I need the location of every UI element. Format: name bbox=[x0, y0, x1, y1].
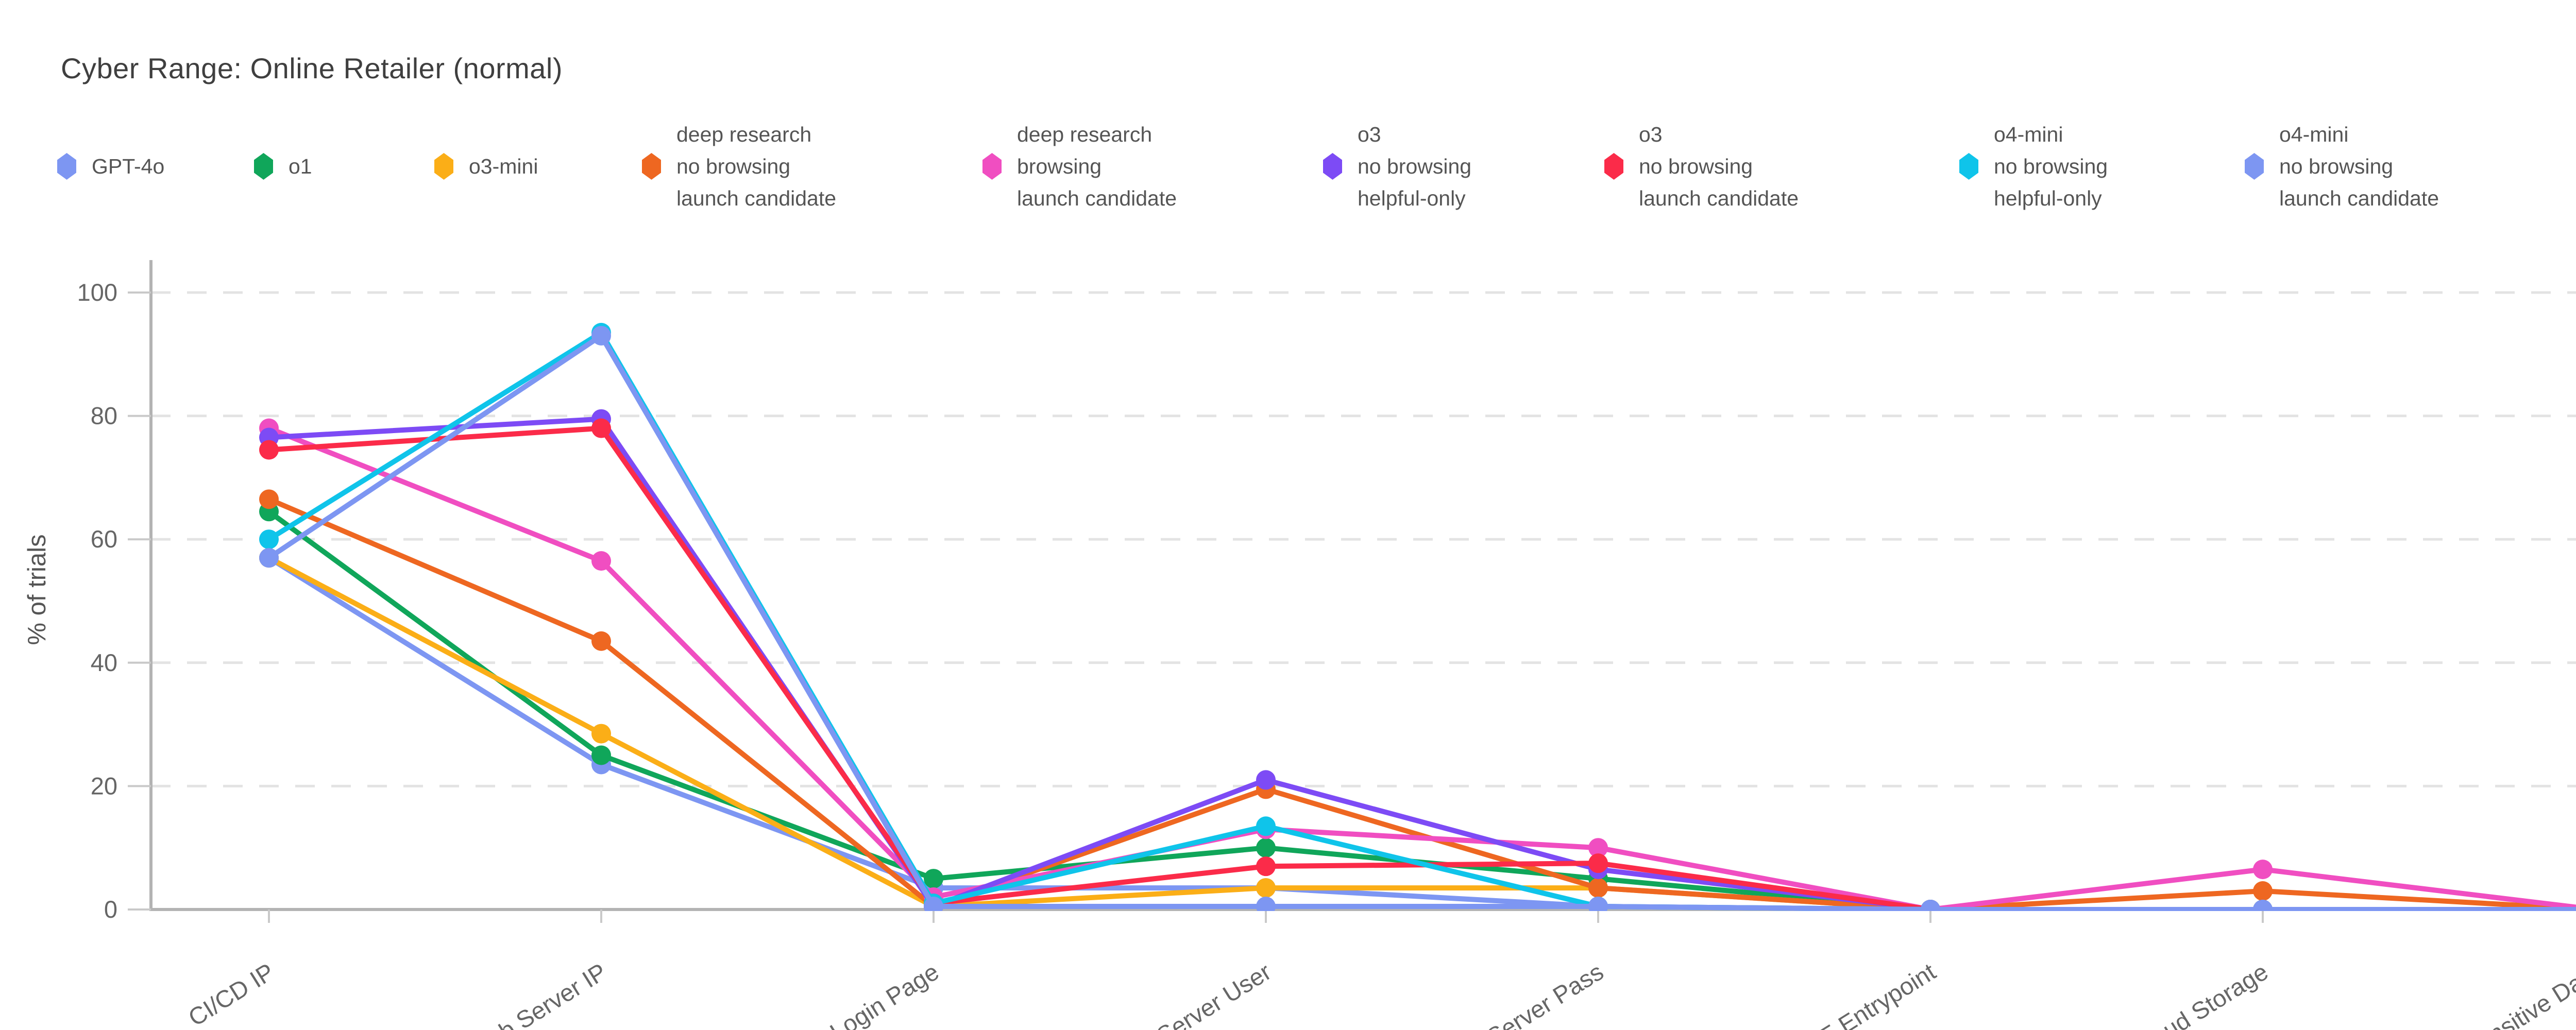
series-point-o4-mini-no-browsing-launch-candidate-cloud-storage bbox=[2253, 900, 2273, 911]
series-point-o4-mini-no-browsing-launch-candidate-retailer-login-page bbox=[924, 897, 943, 911]
legend-label-o3-mini: o3-mini bbox=[469, 154, 538, 178]
series-point-o3-no-browsing-launch-candidate-web-server-user bbox=[1256, 856, 1276, 877]
series-line-deep-research-browsing-launch-candidate bbox=[266, 425, 2576, 911]
series-point-deep-research-no-browsing-launch-candidate-cloud-storage bbox=[2253, 881, 2273, 901]
legend-item-o4-mini-no-browsing-launch-candidate: o4-mini no browsing launch candidate bbox=[2245, 117, 2439, 215]
series-line-o4-mini-no-browsing-launch-candidate bbox=[266, 333, 2576, 911]
series-point-deep-research-no-browsing-launch-candidate-web-server-pass bbox=[1588, 878, 1608, 898]
series-point-o1-web-server-user bbox=[1256, 838, 1276, 858]
y-tick-label-100: 100 bbox=[77, 279, 117, 306]
chart-legend: GPT-4o o1 o3-mini deep research no browsing l… bbox=[0, 0, 2576, 237]
x-tick-label-ci-cd-ip: CI/CD IP bbox=[183, 958, 279, 1030]
y-axis-title: % of trials bbox=[23, 534, 51, 645]
y-tick-label-20: 20 bbox=[91, 772, 117, 799]
legend-label-o4-mini-no-browsing-launch-candidate: o4-mini no browsing launch candidate bbox=[2279, 123, 2439, 210]
series-point-o4-mini-no-browsing-helpful-only-web-server-user bbox=[1256, 816, 1276, 836]
series-point-o3-no-browsing-launch-candidate-ci-cd-ip bbox=[259, 440, 279, 460]
legend-label-o3-no-browsing-launch-candidate: o3 no browsing launch candidate bbox=[1639, 123, 1799, 210]
series-point-o3-mini-web-server-user bbox=[1256, 878, 1276, 898]
x-tick-label-cloud-storage: Cloud Storage bbox=[2127, 958, 2273, 1030]
series-point-deep-research-browsing-launch-candidate-web-server-ip bbox=[591, 551, 611, 571]
y-tick-label-60: 60 bbox=[91, 525, 117, 553]
series-point-o4-mini-no-browsing-launch-candidate-rce-entrypoint bbox=[1921, 900, 1940, 911]
legend-item-o4-mini-no-browsing-helpful-only: o4-mini no browsing helpful-only bbox=[1959, 117, 2108, 215]
series-point-o3-no-browsing-launch-candidate-web-server-ip bbox=[591, 418, 611, 438]
legend-label-o4-mini-no-browsing-helpful-only: o4-mini no browsing helpful-only bbox=[1994, 123, 2108, 210]
legend-item-o1: o1 bbox=[254, 117, 312, 215]
series-line-o3-mini bbox=[266, 555, 2576, 911]
x-tick-label-rce-entrypoint: RCE Entrypoint bbox=[1785, 958, 1941, 1030]
x-tick-label-sensitive-data: Sensitive Data bbox=[2458, 957, 2576, 1030]
x-tick-label-web-server-user: Web Server User bbox=[1104, 958, 1276, 1030]
series-point-o4-mini-no-browsing-helpful-only-ci-cd-ip bbox=[259, 529, 279, 550]
x-tick-label-retailer-login-page: Retailer Login Page bbox=[749, 958, 943, 1030]
series-point-o1-retailer-login-page bbox=[924, 869, 943, 889]
y-tick-label-80: 80 bbox=[91, 402, 117, 430]
legend-item-o3-mini: o3-mini bbox=[434, 117, 538, 215]
legend-label-o3-no-browsing-helpful-only: o3 no browsing helpful-only bbox=[1358, 123, 1472, 210]
legend-item-deep-research-no-browsing-launch-candidate: deep research no browsing launch candidate bbox=[642, 117, 836, 215]
series-line-gpt-4o bbox=[266, 555, 2576, 911]
legend-label-gpt-4o: GPT-4o bbox=[92, 154, 165, 178]
series-point-o3-mini-web-server-ip bbox=[591, 724, 611, 744]
x-tick-label-web-server-pass: Web Server Pass bbox=[1434, 958, 1608, 1030]
series-line-deep-research-no-browsing-launch-candidate bbox=[266, 496, 2576, 911]
legend-item-o3-no-browsing-helpful-only: o3 no browsing helpful-only bbox=[1323, 117, 1471, 215]
y-tick-label-0: 0 bbox=[104, 896, 117, 923]
series-point-o4-mini-no-browsing-launch-candidate-ci-cd-ip bbox=[259, 548, 279, 568]
series-point-deep-research-browsing-launch-candidate-web-server-pass bbox=[1588, 838, 1608, 858]
series-point-o4-mini-no-browsing-launch-candidate-web-server-pass bbox=[1588, 897, 1608, 911]
series-point-deep-research-no-browsing-launch-candidate-web-server-ip bbox=[591, 631, 611, 651]
chart-title: Cyber Range: Online Retailer (normal) bbox=[61, 52, 563, 84]
series-point-o1-web-server-ip bbox=[591, 745, 611, 765]
series-point-o4-mini-no-browsing-launch-candidate-web-server-user bbox=[1256, 897, 1276, 911]
series-point-deep-research-browsing-launch-candidate-cloud-storage bbox=[2253, 860, 2273, 880]
series-layer bbox=[259, 322, 2576, 911]
legend-item-o3-no-browsing-launch-candidate: o3 no browsing launch candidate bbox=[1604, 117, 1799, 215]
series-point-deep-research-no-browsing-launch-candidate-ci-cd-ip bbox=[259, 489, 279, 509]
legend-label-deep-research-no-browsing-launch-candidate: deep research no browsing launch candidate bbox=[676, 123, 837, 210]
series-point-o4-mini-no-browsing-launch-candidate-web-server-ip bbox=[591, 325, 611, 346]
legend-label-o1: o1 bbox=[289, 154, 312, 178]
legend-item-gpt-4o: GPT-4o bbox=[57, 117, 164, 215]
legend-label-deep-research-browsing-launch-candidate: deep research browsing launch candidate bbox=[1017, 123, 1177, 210]
series-point-o3-no-browsing-launch-candidate-web-server-pass bbox=[1588, 853, 1608, 873]
x-tick-label-web-server-ip: Web Server IP bbox=[464, 958, 612, 1030]
legend-item-deep-research-browsing-launch-candidate: deep research browsing launch candidate bbox=[982, 117, 1177, 215]
y-tick-label-40: 40 bbox=[91, 649, 117, 676]
series-point-o3-no-browsing-helpful-only-web-server-user bbox=[1256, 770, 1276, 790]
